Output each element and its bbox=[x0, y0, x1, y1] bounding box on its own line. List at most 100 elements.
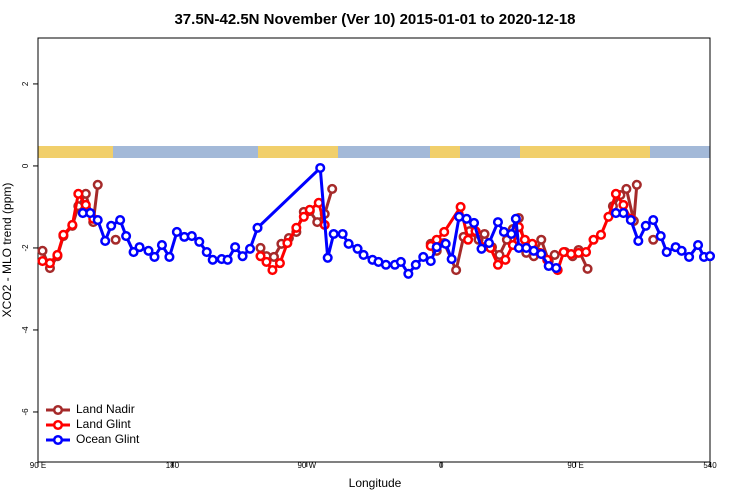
point bbox=[245, 243, 256, 254]
point bbox=[268, 251, 279, 263]
point bbox=[684, 251, 695, 263]
point bbox=[110, 234, 121, 245]
point bbox=[618, 199, 629, 210]
land-patch bbox=[258, 146, 338, 158]
point bbox=[282, 237, 293, 249]
point bbox=[337, 228, 348, 240]
point bbox=[693, 240, 704, 251]
point bbox=[230, 242, 241, 253]
point bbox=[640, 220, 651, 231]
x-tick-label: 0 bbox=[439, 461, 444, 470]
point bbox=[403, 268, 414, 279]
land-patch bbox=[38, 146, 113, 158]
point bbox=[492, 259, 503, 270]
point bbox=[274, 258, 285, 269]
point bbox=[73, 188, 84, 199]
point bbox=[186, 231, 197, 242]
point bbox=[595, 229, 607, 240]
point bbox=[315, 162, 326, 174]
land-patch bbox=[430, 146, 460, 158]
y-tick-label: 2 bbox=[21, 81, 30, 86]
point bbox=[304, 204, 315, 215]
point bbox=[492, 217, 503, 228]
y-tick-label: 0 bbox=[21, 163, 30, 168]
point bbox=[128, 247, 139, 258]
point bbox=[115, 215, 126, 226]
point bbox=[655, 231, 666, 242]
point bbox=[648, 215, 659, 226]
legend-marker bbox=[52, 404, 64, 416]
point bbox=[588, 234, 599, 245]
x-tick-label: 90 W bbox=[297, 461, 316, 470]
point bbox=[648, 234, 659, 245]
legend-label: Land Glint bbox=[76, 417, 131, 431]
point bbox=[446, 253, 457, 265]
point bbox=[479, 228, 490, 240]
point bbox=[494, 249, 505, 260]
legend-label: Ocean Glint bbox=[76, 432, 140, 446]
point bbox=[37, 245, 48, 256]
point bbox=[322, 252, 333, 263]
point bbox=[581, 247, 592, 258]
point bbox=[92, 215, 103, 226]
point bbox=[201, 247, 212, 258]
point bbox=[463, 234, 474, 245]
point bbox=[58, 229, 69, 240]
point bbox=[222, 254, 233, 265]
map-strip bbox=[38, 146, 710, 158]
chart-title: 37.5N-42.5N November (Ver 10) 2015-01-01… bbox=[174, 11, 575, 28]
point bbox=[431, 242, 442, 253]
point bbox=[395, 256, 406, 267]
x-tick-label: 180 bbox=[166, 461, 180, 470]
point bbox=[156, 240, 167, 251]
point bbox=[92, 179, 103, 190]
point bbox=[610, 188, 621, 199]
point bbox=[100, 235, 111, 247]
point bbox=[603, 211, 614, 222]
point bbox=[536, 249, 547, 260]
point bbox=[506, 228, 517, 240]
point bbox=[164, 251, 175, 263]
point bbox=[298, 211, 309, 222]
point bbox=[704, 251, 716, 262]
point bbox=[418, 251, 429, 263]
point bbox=[582, 263, 593, 274]
point bbox=[510, 213, 521, 224]
point bbox=[143, 245, 154, 256]
point bbox=[52, 249, 63, 260]
point bbox=[661, 247, 672, 258]
y-tick-label: -4 bbox=[21, 326, 30, 334]
point bbox=[621, 183, 632, 194]
point bbox=[121, 231, 132, 242]
y-tick-label: -6 bbox=[21, 408, 30, 416]
x-tick-label: 90 E bbox=[567, 461, 583, 470]
series bbox=[77, 162, 716, 279]
point bbox=[327, 183, 338, 194]
point bbox=[483, 237, 495, 249]
point bbox=[469, 217, 480, 228]
x-axis-label: Longitude bbox=[349, 476, 402, 490]
point bbox=[255, 251, 266, 262]
point bbox=[536, 234, 547, 245]
point bbox=[451, 265, 462, 276]
point bbox=[500, 254, 511, 265]
point bbox=[455, 201, 466, 212]
point bbox=[67, 219, 78, 231]
point bbox=[551, 262, 562, 274]
point bbox=[267, 265, 278, 276]
point bbox=[194, 236, 205, 247]
x-tick-label: 540 bbox=[703, 461, 717, 470]
point bbox=[255, 242, 266, 253]
point bbox=[207, 254, 218, 265]
point bbox=[171, 226, 182, 238]
point bbox=[261, 256, 272, 267]
point bbox=[461, 213, 472, 224]
point bbox=[410, 259, 421, 270]
point bbox=[625, 215, 636, 226]
point bbox=[549, 249, 560, 260]
y-axis-label: XCO2 - MLO trend (ppm) bbox=[0, 183, 14, 318]
point bbox=[252, 222, 263, 233]
point bbox=[85, 208, 96, 219]
